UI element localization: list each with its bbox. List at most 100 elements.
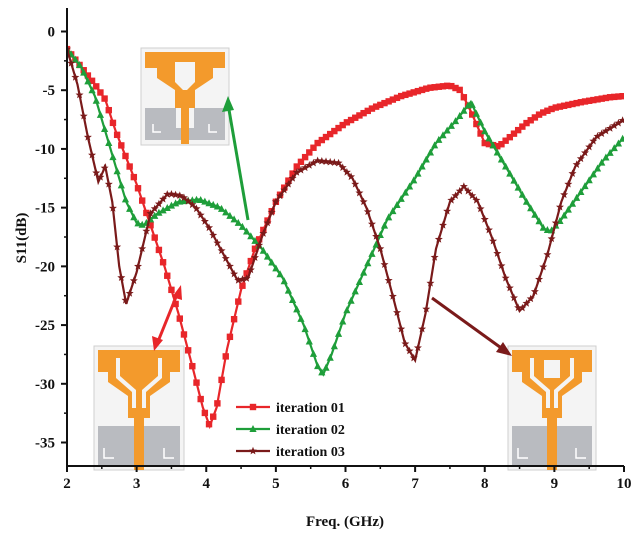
- data-point: [297, 158, 305, 166]
- data-point: [330, 158, 339, 166]
- data-point: [108, 204, 117, 212]
- data-point: [581, 182, 589, 190]
- data-point: [276, 191, 285, 200]
- data-point: [117, 273, 126, 282]
- data-point: [484, 225, 493, 234]
- data-point: [243, 270, 250, 277]
- data-point: [197, 395, 204, 403]
- data-point: [397, 194, 405, 202]
- data-point: [184, 347, 192, 354]
- data-point: [535, 275, 544, 283]
- legend-swatch-marker: [249, 403, 257, 411]
- data-point: [418, 86, 426, 94]
- y-axis-ticks: 0 -5 -10 -15 -20 -25 -30 -35: [35, 24, 67, 452]
- data-point: [180, 331, 188, 338]
- data-point: [222, 208, 230, 216]
- data-point: [360, 268, 368, 276]
- data-point: [159, 259, 167, 266]
- data-point: [497, 261, 506, 270]
- data-point: [459, 182, 468, 190]
- data-point: [464, 186, 473, 195]
- data-point: [284, 286, 293, 294]
- data-point: [201, 197, 209, 205]
- data-point: [271, 197, 280, 206]
- data-point: [159, 194, 168, 203]
- data-point: [389, 96, 397, 103]
- data-point: [601, 126, 610, 135]
- data-point: [134, 219, 142, 227]
- data-point: [598, 158, 606, 166]
- data-point: [71, 73, 80, 81]
- data-point: [476, 204, 485, 213]
- data-point: [129, 276, 138, 285]
- data-point: [179, 193, 188, 202]
- data-point: [402, 91, 409, 99]
- data-point: [342, 167, 351, 176]
- antenna-inset-iteration-03: [507, 345, 597, 471]
- data-point: [385, 213, 393, 221]
- data-point: [418, 162, 426, 170]
- data-point: [497, 155, 506, 163]
- data-point: [618, 116, 624, 124]
- x-tick-label: 5: [272, 476, 280, 492]
- data-point: [280, 277, 288, 285]
- data-point: [339, 121, 346, 129]
- data-point: [518, 303, 527, 312]
- data-point: [276, 270, 284, 278]
- data-point: [205, 420, 213, 428]
- data-point: [163, 204, 171, 212]
- data-point: [398, 92, 405, 100]
- y-tick-label: -15: [35, 201, 55, 217]
- data-point: [527, 204, 535, 212]
- data-point: [305, 161, 314, 169]
- data-point: [126, 204, 134, 212]
- data-point: [159, 206, 167, 214]
- data-point: [184, 196, 193, 205]
- data-point: [143, 209, 150, 217]
- data-point: [393, 308, 402, 316]
- data-point: [79, 111, 88, 120]
- data-point: [514, 303, 523, 312]
- data-point: [611, 93, 618, 101]
- data-point: [405, 346, 414, 355]
- data-point: [468, 100, 476, 108]
- data-point: [564, 179, 573, 188]
- data-point: [368, 249, 376, 257]
- data-point: [364, 259, 372, 267]
- data-point: [343, 306, 351, 314]
- data-point: [597, 129, 606, 138]
- data-point: [151, 234, 158, 241]
- data-point: [585, 142, 594, 151]
- data-point: [493, 148, 501, 156]
- data-point: [250, 253, 259, 261]
- data-point: [447, 121, 455, 129]
- data-point: [505, 283, 514, 292]
- data-point: [363, 207, 372, 216]
- data-point: [606, 124, 615, 132]
- data-point: [155, 208, 163, 216]
- x-tick-label: 2: [63, 476, 71, 492]
- data-point: [96, 173, 105, 181]
- data-point: [246, 265, 255, 274]
- data-point: [489, 141, 497, 149]
- data-point: [481, 139, 488, 147]
- data-point: [126, 163, 133, 170]
- data-point: [476, 118, 485, 126]
- legend-item: iteration 01: [236, 401, 345, 416]
- data-point: [225, 262, 234, 270]
- data-point: [414, 169, 422, 177]
- data-point: [401, 188, 409, 196]
- data-point: [247, 257, 255, 265]
- data-point: [422, 304, 431, 313]
- data-point: [306, 149, 313, 156]
- data-point: [134, 185, 142, 192]
- legend-label: iteration 02: [276, 423, 345, 438]
- data-point: [560, 211, 568, 219]
- data-point: [100, 163, 109, 172]
- legend-label: iteration 01: [276, 401, 345, 416]
- data-point: [385, 98, 392, 105]
- data-point: [565, 101, 572, 109]
- data-point: [83, 132, 92, 141]
- data-point: [130, 173, 138, 181]
- data-point: [255, 241, 264, 249]
